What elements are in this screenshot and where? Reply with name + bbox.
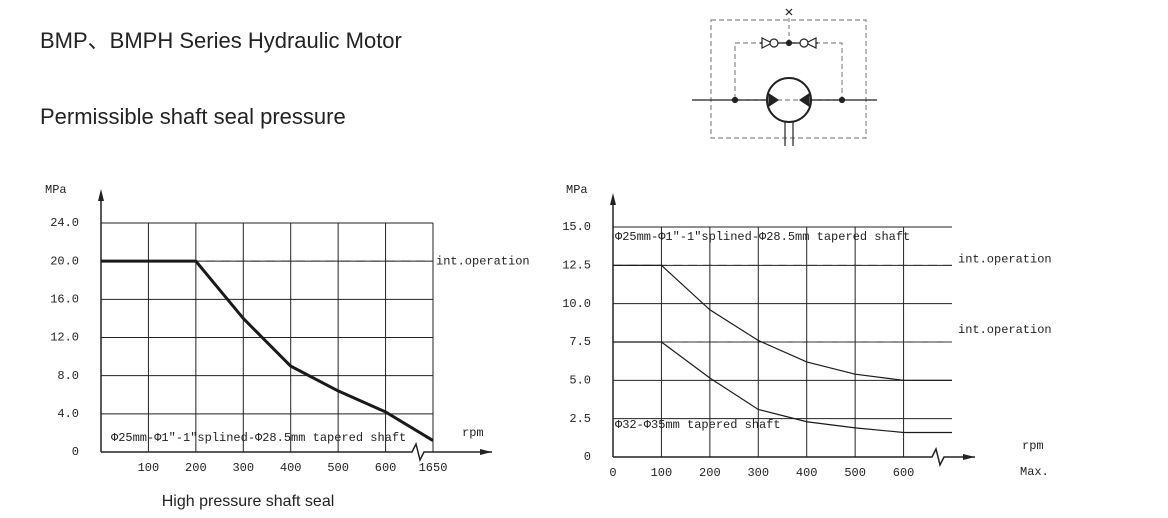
x-tick-label: 0 xyxy=(609,466,616,480)
y-tick-label: 0 xyxy=(584,450,591,464)
x-tick-label: 400 xyxy=(280,461,302,475)
data-line xyxy=(613,264,952,381)
y-tick-label: 4.0 xyxy=(57,407,79,421)
x-axis xyxy=(101,441,492,463)
y-tick-label: 0 xyxy=(72,445,79,459)
y-axis-arrow xyxy=(98,189,104,201)
x-tick-label: 100 xyxy=(138,461,160,475)
y-tick-label: 7.5 xyxy=(569,335,591,349)
y-tick-label: 15.0 xyxy=(562,220,591,234)
x-tick-label: 200 xyxy=(185,461,207,475)
x-axis-label: rpm xyxy=(462,426,484,440)
caption: High pressure shaft seal xyxy=(162,493,335,510)
page-subtitle: Permissible shaft seal pressure xyxy=(40,104,346,129)
y-axis-arrow xyxy=(610,193,616,205)
y-tick-label: 20.0 xyxy=(50,254,79,268)
reference-label: int.operation xyxy=(436,254,530,268)
x-tick-label: 500 xyxy=(844,466,866,480)
y-tick-label: 16.0 xyxy=(50,293,79,307)
x-tick-label: 500 xyxy=(327,461,349,475)
data-line xyxy=(101,259,434,442)
y-tick-label: 8.0 xyxy=(57,369,79,383)
reference-label: int.operation xyxy=(958,323,1052,337)
annotation: Φ25mm-Φ1"-1"splined-Φ28.5mm tapered shaf… xyxy=(111,431,406,445)
y-tick-label: 10.0 xyxy=(562,297,591,311)
hydraulic-symbol xyxy=(692,8,877,146)
x-axis-label: rpm xyxy=(1022,439,1044,453)
x-axis-arrow xyxy=(963,454,975,460)
x-tick-label: 300 xyxy=(747,466,769,480)
y-tick-label: 2.5 xyxy=(569,412,591,426)
x-axis xyxy=(613,446,975,468)
x-max-label: Max. xyxy=(1020,465,1049,479)
annotation: Φ32-Φ35mm tapered shaft xyxy=(615,418,781,432)
x-tick-label: 600 xyxy=(893,466,915,480)
data-line xyxy=(613,341,952,434)
y-axis-label: MPa xyxy=(45,183,67,197)
x-tick-label: 1650 xyxy=(419,461,448,475)
x-tick-label: 100 xyxy=(651,466,673,480)
page-title: BMP、BMPH Series Hydraulic Motor xyxy=(40,28,402,53)
x-tick-label: 600 xyxy=(375,461,397,475)
y-axis-label: MPa xyxy=(566,183,588,197)
x-axis-arrow xyxy=(480,449,492,455)
reference-label: int.operation xyxy=(958,253,1052,267)
y-tick-label: 12.5 xyxy=(562,259,591,273)
x-tick-label: 300 xyxy=(232,461,254,475)
y-tick-label: 12.0 xyxy=(50,331,79,345)
y-tick-label: 5.0 xyxy=(569,374,591,388)
y-tick-label: 24.0 xyxy=(50,216,79,230)
x-tick-label: 400 xyxy=(796,466,818,480)
x-tick-label: 200 xyxy=(699,466,721,480)
annotation: Φ25mm-Φ1"-1"splined-Φ28.5mm tapered shaf… xyxy=(615,230,910,244)
